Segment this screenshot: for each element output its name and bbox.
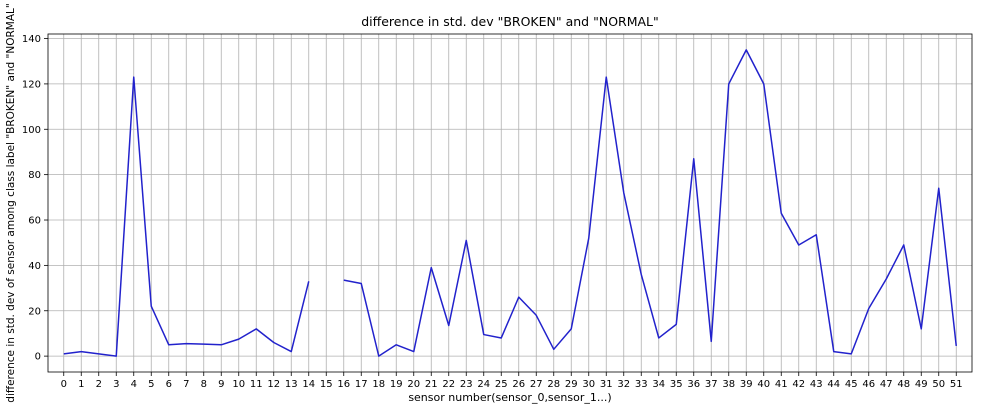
y-tick-label: 40 <box>28 261 41 272</box>
series-line <box>63 49 957 357</box>
x-tick-label: 31 <box>600 379 613 390</box>
x-tick-label: 39 <box>740 379 753 390</box>
x-tick-label: 42 <box>792 379 805 390</box>
x-tick-label: 50 <box>932 379 945 390</box>
x-tick-label: 44 <box>827 379 840 390</box>
x-tick-label: 34 <box>652 379 665 390</box>
y-tick-label: 80 <box>28 170 41 181</box>
y-axis-ticks: 0 20 40 60 80 100 120 140 <box>22 34 48 363</box>
x-tick-label: 18 <box>372 379 385 390</box>
x-tick-label: 36 <box>687 379 700 390</box>
x-tick-label: 29 <box>565 379 578 390</box>
x-tick-label: 12 <box>267 379 280 390</box>
x-tick-label: 13 <box>285 379 298 390</box>
x-tick-label: 11 <box>250 379 263 390</box>
x-tick-label: 27 <box>530 379 543 390</box>
y-axis-title: difference in std. dev of sensor among c… <box>5 3 17 402</box>
x-tick-label: 23 <box>460 379 473 390</box>
x-tick-label: 8 <box>201 379 207 390</box>
x-tick-label: 15 <box>320 379 333 390</box>
x-tick-label: 20 <box>407 379 420 390</box>
x-tick-label: 24 <box>477 379 490 390</box>
x-tick-label: 14 <box>302 379 315 390</box>
x-tick-label: 26 <box>512 379 525 390</box>
x-tick-label: 33 <box>635 379 648 390</box>
series-layer <box>63 49 957 357</box>
x-tick-label: 5 <box>148 379 154 390</box>
x-tick-label: 0 <box>61 379 67 390</box>
x-tick-label: 28 <box>547 379 560 390</box>
x-tick-label: 4 <box>131 379 137 390</box>
y-tick-label: 60 <box>28 216 41 227</box>
y-tick-label: 20 <box>28 306 41 317</box>
x-tick-label: 40 <box>757 379 770 390</box>
y-tick-label: 120 <box>22 79 41 90</box>
x-tick-label: 21 <box>425 379 438 390</box>
x-axis-ticks: 0 1 2 3 4 5 6 7 8 9 10 11 12 13 14 15 16 17 18 19 20 21 22 23 24… <box>61 372 963 390</box>
x-tick-label: 45 <box>845 379 858 390</box>
x-tick-label: 10 <box>232 379 245 390</box>
x-tick-label: 30 <box>582 379 595 390</box>
x-tick-label: 1 <box>78 379 84 390</box>
x-tick-label: 43 <box>810 379 823 390</box>
x-tick-label: 47 <box>880 379 893 390</box>
x-tick-label: 17 <box>355 379 368 390</box>
grid <box>48 34 972 372</box>
x-tick-label: 19 <box>390 379 403 390</box>
x-tick-label: 7 <box>183 379 189 390</box>
x-tick-label: 35 <box>670 379 683 390</box>
x-tick-label: 51 <box>950 379 963 390</box>
chart-title: difference in std. dev "BROKEN" and "NOR… <box>361 14 659 29</box>
y-tick-label: 0 <box>35 352 41 363</box>
x-tick-label: 48 <box>897 379 910 390</box>
x-tick-label: 3 <box>113 379 119 390</box>
x-tick-label: 46 <box>862 379 875 390</box>
y-tick-label: 100 <box>22 125 41 136</box>
x-tick-label: 16 <box>337 379 350 390</box>
x-tick-label: 37 <box>705 379 718 390</box>
plot-frame <box>47 33 973 373</box>
x-tick-label: 32 <box>617 379 630 390</box>
x-tick-label: 9 <box>218 379 224 390</box>
x-tick-label: 41 <box>775 379 788 390</box>
x-tick-label: 6 <box>166 379 172 390</box>
x-axis-title: sensor number(sensor_0,sensor_1...) <box>408 391 611 404</box>
x-tick-label: 2 <box>96 379 102 390</box>
x-tick-label: 49 <box>915 379 928 390</box>
y-tick-label: 140 <box>22 34 41 45</box>
x-tick-label: 38 <box>722 379 735 390</box>
x-tick-label: 22 <box>442 379 455 390</box>
x-tick-label: 25 <box>495 379 508 390</box>
